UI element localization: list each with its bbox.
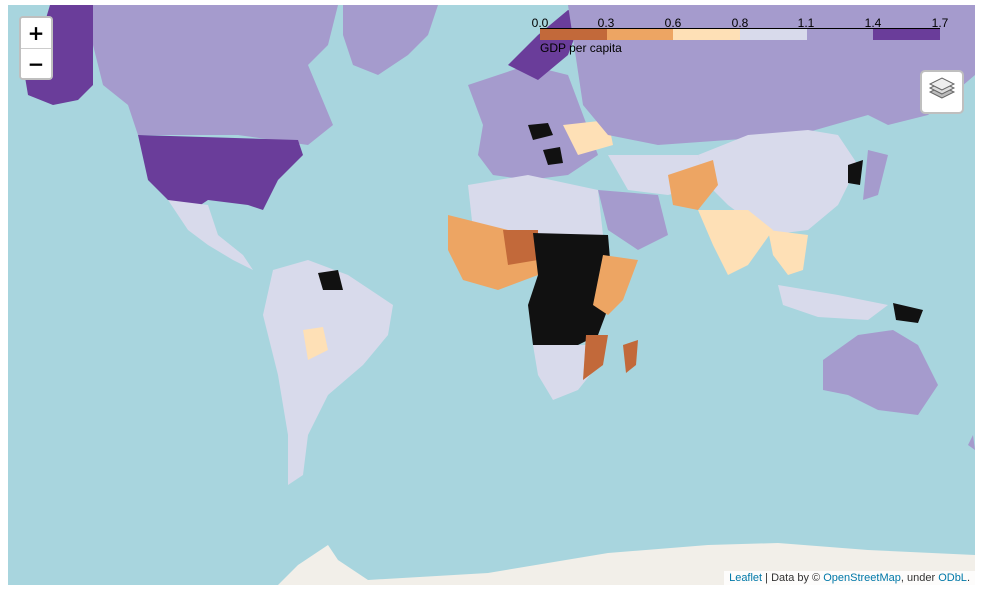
madagascar xyxy=(623,340,638,373)
zoom-out-button[interactable]: − xyxy=(21,48,51,78)
attribution-text: | Data by © xyxy=(762,572,824,584)
indonesia xyxy=(778,285,888,320)
mozambique xyxy=(583,335,608,380)
legend: 0.0 0.3 0.6 0.8 1.1 1.4 1.7 GDP per capi… xyxy=(532,5,949,55)
layers-control-button[interactable] xyxy=(920,70,964,114)
central-africa xyxy=(528,233,613,350)
bolivia xyxy=(303,327,328,360)
legend-tick: 1.7 xyxy=(931,16,949,30)
india xyxy=(698,210,773,275)
legend-tick: 0.8 xyxy=(731,16,749,30)
legend-tick: 1.1 xyxy=(797,16,815,30)
alaska xyxy=(23,5,93,105)
legend-swatch xyxy=(606,29,674,40)
se-asia xyxy=(768,230,808,275)
legend-swatch xyxy=(740,29,807,40)
attribution-text: . xyxy=(966,572,970,584)
legend-axis-line xyxy=(540,28,940,29)
suriname xyxy=(318,270,343,290)
zoom-control: + − xyxy=(19,16,53,80)
afghanistan xyxy=(668,160,718,210)
ukraine xyxy=(563,120,613,155)
russia xyxy=(568,5,975,145)
legend-swatch xyxy=(806,29,874,40)
scandinavia xyxy=(508,10,583,80)
middle-east xyxy=(598,190,668,250)
zoom-in-button[interactable]: + xyxy=(21,18,51,48)
korea xyxy=(848,160,863,185)
legend-caption: GDP per capita xyxy=(540,41,622,55)
australia xyxy=(823,330,938,415)
layers-icon xyxy=(928,77,956,99)
osm-link[interactable]: OpenStreetMap xyxy=(823,572,901,584)
canada xyxy=(93,5,338,145)
china xyxy=(698,130,858,235)
horn-africa xyxy=(593,255,638,315)
greenland xyxy=(343,5,438,75)
map-canvas[interactable]: + − 0.0 0.3 0.6 0.8 1.1 1.4 1.7 GDP per … xyxy=(8,5,975,585)
attribution: Leaflet | Data by © OpenStreetMap, under… xyxy=(724,571,975,585)
usa xyxy=(138,135,303,210)
legend-tick: 1.4 xyxy=(864,16,882,30)
south-america xyxy=(263,260,393,485)
legend-color-bar xyxy=(540,29,941,40)
odbl-link[interactable]: ODbL xyxy=(938,572,967,584)
mexico xyxy=(168,200,253,270)
legend-swatch xyxy=(873,29,941,40)
europe-nodata xyxy=(528,123,563,165)
attribution-text: , under xyxy=(900,572,939,584)
choropleth-layer xyxy=(23,5,975,585)
legend-swatch xyxy=(673,29,741,40)
mali xyxy=(503,230,538,265)
legend-tick: 0.6 xyxy=(664,16,682,30)
new-zealand xyxy=(968,435,975,450)
europe xyxy=(468,65,598,180)
legend-tick: 0.0 xyxy=(531,16,549,30)
north-africa xyxy=(468,175,603,240)
papua xyxy=(893,303,923,323)
southern-africa xyxy=(533,345,598,400)
japan xyxy=(863,150,888,200)
leaflet-link[interactable]: Leaflet xyxy=(729,572,763,584)
legend-tick: 0.3 xyxy=(597,16,615,30)
legend-swatch xyxy=(540,29,607,40)
